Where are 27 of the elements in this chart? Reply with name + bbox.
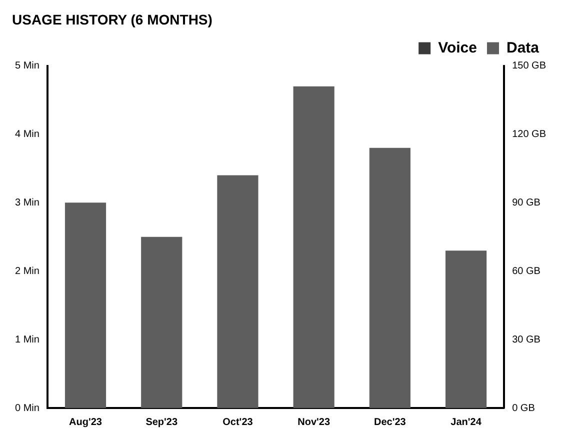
y-tick-label: 0 Min: [15, 402, 40, 414]
y-tick-label: 1 Min: [15, 334, 40, 346]
y-tick-label: 4 Min: [15, 128, 40, 140]
bar: [293, 86, 334, 408]
y2-tick-label: 150 GB: [512, 60, 546, 72]
y2-tick-label: 90 GB: [512, 197, 541, 208]
y2-tick-label: 60 GB: [512, 266, 541, 277]
bar: [64, 202, 106, 408]
bar: [369, 148, 410, 408]
legend-label: Data: [506, 39, 540, 56]
y-tick-label: 2 Min: [15, 266, 40, 277]
x-tick-label: Dec'23: [374, 416, 406, 428]
y2-tick-label: 30 GB: [512, 334, 541, 346]
x-tick-label: Nov'23: [298, 416, 330, 428]
y-tick-label: 3 Min: [15, 197, 40, 208]
x-tick-label: Jan'24: [450, 416, 482, 428]
bar: [445, 250, 487, 408]
y2-tick-label: 120 GB: [512, 128, 546, 140]
bar: [217, 175, 258, 408]
legend-label: Voice: [438, 39, 477, 56]
x-tick-label: Aug'23: [69, 416, 102, 428]
bar: [141, 236, 182, 408]
x-tick-label: Oct'23: [222, 416, 254, 428]
y-tick-label: 5 Min: [15, 60, 40, 72]
y2-tick-label: 0 GB: [512, 402, 536, 414]
chart-title: USAGE HISTORY (6 MONTHS): [12, 11, 212, 28]
x-tick-label: Sep'23: [146, 416, 178, 428]
